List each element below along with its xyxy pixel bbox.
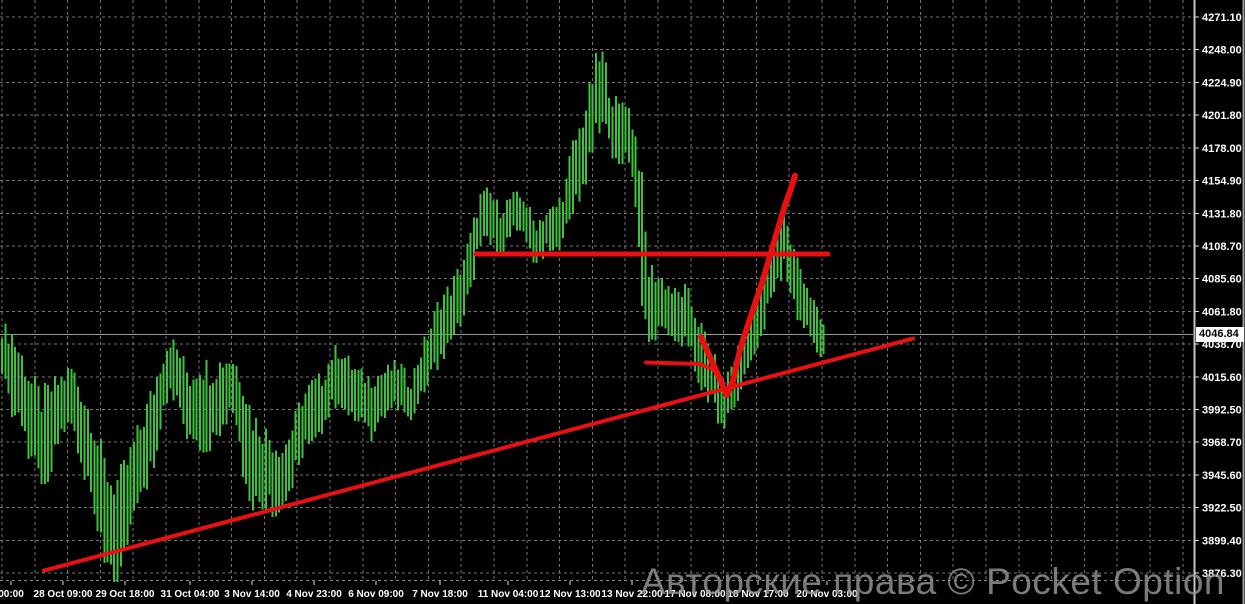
ascending-trendline[interactable] (42, 336, 915, 573)
price-tick-label: 4108.70 (1202, 241, 1242, 253)
time-tick-label: 6 Nov 09:00 (348, 589, 404, 600)
price-tick-label: 3992.50 (1202, 405, 1242, 417)
price-tick-label: 3968.70 (1202, 437, 1242, 449)
time-tick-label: 00:00 (0, 589, 24, 600)
time-tick-label: 7 Nov 18:00 (412, 589, 468, 600)
time-tick-label: 13 Nov 22:00 (601, 589, 663, 600)
price-tick-label: 3945.60 (1202, 470, 1242, 482)
price-tick-label: 4224.90 (1202, 77, 1242, 89)
price-tick-label: 4085.60 (1202, 274, 1242, 286)
price-tick-label: 3899.40 (1202, 535, 1242, 547)
time-tick-label: 31 Oct 04:00 (161, 589, 220, 600)
price-tick-label: 4038.70 (1202, 339, 1242, 351)
time-tick-label: 17 Nov 08:00 (664, 589, 726, 600)
price-tick-label: 4271.10 (1202, 12, 1242, 24)
time-tick-label: 29 Oct 18:00 (96, 589, 155, 600)
price-tick-label: 4131.80 (1202, 208, 1242, 220)
price-tick-label: 4248.00 (1202, 45, 1242, 57)
price-tick-label: 4178.00 (1202, 143, 1242, 155)
time-axis-strip[interactable] (0, 582, 1245, 604)
time-tick-label: 12 Nov 13:00 (539, 589, 601, 600)
price-tick-label: 4154.90 (1202, 176, 1242, 188)
price-tick-label: 3876.30 (1202, 568, 1242, 580)
price-tick-label: 4061.80 (1202, 306, 1242, 318)
current-price-badge: 4046.84 (1196, 327, 1244, 342)
watermark: Авторские права © Pocket Option (640, 561, 1225, 602)
price-tick-label: 3922.50 (1202, 503, 1242, 515)
time-tick-label: 28 Oct 09:00 (34, 589, 93, 600)
time-tick-label: 20 Nov 03:00 (796, 589, 858, 600)
time-tick-label: 3 Nov 14:00 (224, 589, 280, 600)
time-tick-label: 11 Nov 04:00 (478, 589, 539, 600)
price-tick-label: 4015.60 (1202, 372, 1242, 384)
time-tick-label: 4 Nov 23:00 (286, 589, 342, 600)
price-tick-label: 4201.80 (1202, 110, 1242, 122)
time-tick-label: 18 Nov 17:00 (727, 589, 789, 600)
bounce-check-arrow[interactable] (698, 172, 798, 399)
price-axis-strip[interactable] (1194, 0, 1245, 604)
